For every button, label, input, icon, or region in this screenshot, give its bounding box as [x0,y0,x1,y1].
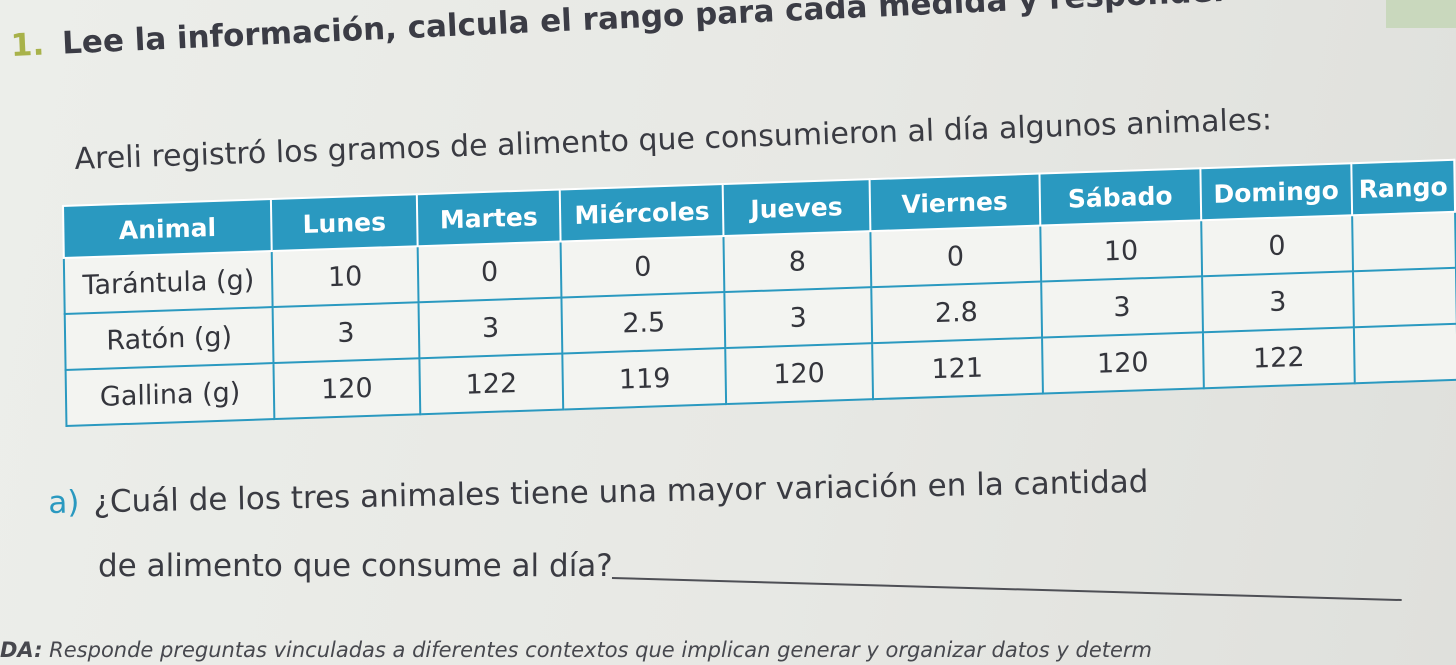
table-cell: 0 [417,241,562,303]
table-cell: 3 [418,297,563,359]
table-cell: 2.5 [561,292,726,354]
range-answer-cell[interactable] [1352,267,1456,328]
table-cell: 3 [1041,276,1203,338]
table-cell: 122 [419,353,564,415]
header-rango: Rango [1351,159,1456,216]
table-cell: 121 [871,337,1043,400]
header-viernes: Viernes [869,173,1041,232]
table-cell: 3 [724,287,872,349]
table-cell: 120 [273,358,421,420]
header-miercoles: Miércoles [560,184,724,242]
range-answer-cell[interactable] [1353,323,1456,384]
question-a-line1: a) ¿Cuál de los tres animales tiene una m… [48,460,1348,521]
header-domingo: Domingo [1200,163,1353,221]
footer-label: DA: [0,638,43,662]
table-cell: 10 [271,246,419,308]
table-cell: 10 [1040,220,1202,282]
range-answer-cell[interactable] [1352,211,1456,272]
question-text: ¿Cuál de los tres animales tiene una may… [93,463,1149,521]
table-cell: 0 [869,225,1042,288]
table-cell: 3 [1201,271,1354,333]
exercise-instruction: Lee la información, calcula el rango par… [61,0,1225,62]
table-cell: 8 [723,231,871,293]
food-consumption-table: Animal Lunes Martes Miércoles Jueves Vie… [62,159,1456,427]
table-cell: 120 [725,343,873,405]
table-cell: 0 [560,236,725,298]
footer-note: DA: Responde preguntas vinculadas a dife… [0,638,1456,662]
row-animal-label: Gallina (g) [65,363,275,426]
header-animal: Animal [63,199,272,258]
exercise-heading: 1. Lee la información, calcula el rango p… [10,0,1260,64]
footer-text: Responde preguntas vinculadas a diferent… [42,638,1152,662]
table-cell: 122 [1202,327,1355,389]
data-table-wrapper: Animal Lunes Martes Miércoles Jueves Vie… [62,159,1456,427]
question-letter: a) [48,484,80,521]
page-corner-band [1386,0,1456,28]
table-cell: 0 [1201,215,1353,277]
header-lunes: Lunes [271,194,418,252]
table-cell: 120 [1041,332,1204,394]
header-sabado: Sábado [1039,168,1202,226]
table-cell: 2.8 [870,281,1042,344]
table-cell: 3 [272,302,420,364]
answer-line[interactable] [611,577,1402,602]
header-jueves: Jueves [723,179,870,237]
header-martes: Martes [416,189,561,247]
table-cell: 119 [562,348,727,410]
exercise-number: 1. [10,26,45,64]
row-animal-label: Ratón (g) [64,307,274,370]
question-a-line2: de alimento que consume al día? [98,548,613,584]
row-animal-label: Tarántula (g) [63,251,273,314]
